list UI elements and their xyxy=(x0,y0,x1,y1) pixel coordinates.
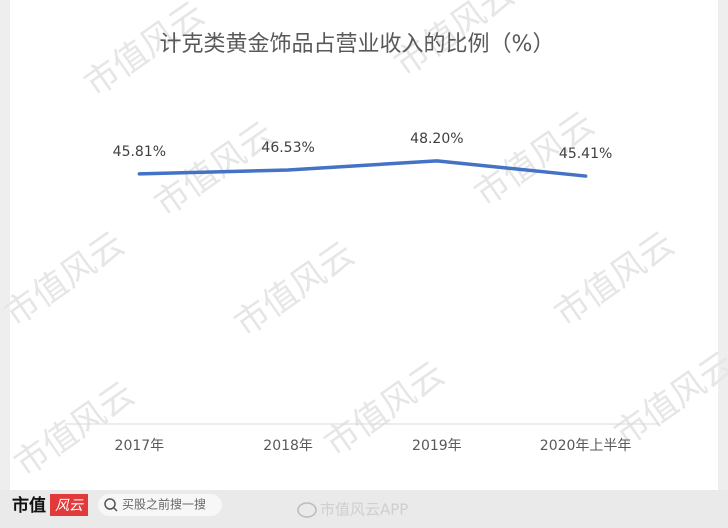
data-label: 45.81% xyxy=(113,144,166,160)
data-label: 45.41% xyxy=(559,146,612,162)
weibo-icon xyxy=(297,502,317,518)
x-tick-label: 2018年 xyxy=(263,438,313,454)
logo-box xyxy=(50,494,88,516)
data-label: 46.53% xyxy=(261,140,314,156)
x-tick-label: 2017年 xyxy=(115,438,165,454)
data-label: 48.20% xyxy=(410,131,463,147)
logo-left: 市值 xyxy=(12,495,46,516)
account-name: 市值风云APP xyxy=(320,501,408,519)
chart-card xyxy=(10,0,718,490)
search-text[interactable]: 买股之前搜一搜 xyxy=(122,497,206,512)
line-series xyxy=(137,159,588,178)
x-tick-label: 2020年上半年 xyxy=(540,438,632,454)
search-icon-handle xyxy=(113,507,118,512)
logo-right: 风云 xyxy=(55,498,84,514)
x-tick-label: 2019年 xyxy=(412,438,462,454)
search-box[interactable] xyxy=(98,494,222,516)
search-icon xyxy=(104,498,116,510)
chart-title: 计克类黄金饰品占营业收入的比例（%） xyxy=(160,32,555,57)
